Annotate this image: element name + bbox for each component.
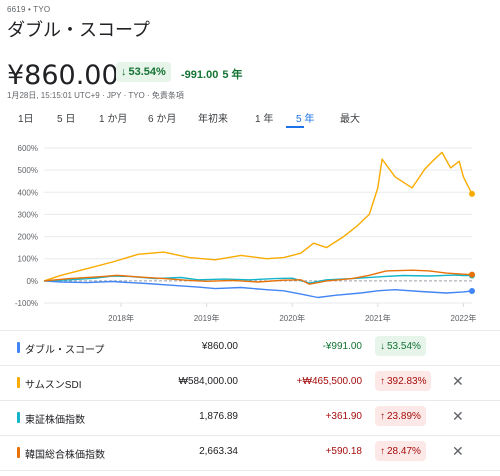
- change-absolute-value: -991.00: [181, 69, 219, 81]
- comparison-row[interactable]: 韓国総合株価指数 2,663.34 +590.18 ↑ 28.47% ✕: [0, 438, 500, 468]
- change-percent: 53.54%: [128, 66, 166, 78]
- row-divider: [0, 365, 500, 366]
- arrow-up-icon: ↑: [380, 375, 385, 387]
- change-percent-badge: ↓ 53.54%: [116, 62, 171, 82]
- y-tick-label: 300%: [18, 210, 38, 219]
- y-tick-label: 500%: [18, 166, 38, 175]
- comparison-change-abs: -¥991.00: [322, 341, 362, 352]
- series-end-point: [469, 190, 475, 197]
- comparison-change-pct-badge: ↑ 392.83%: [375, 371, 432, 391]
- row-divider: [0, 330, 500, 331]
- series-end-point: [469, 271, 475, 278]
- series-line: [43, 280, 473, 299]
- y-tick-label: -100%: [15, 299, 38, 308]
- y-tick-label: 600%: [18, 144, 38, 153]
- y-tick-label: 200%: [18, 233, 38, 242]
- comparison-row[interactable]: ダブル・スコープ ¥860.00 -¥991.00 ↓ 53.54%: [0, 333, 500, 363]
- range-tab[interactable]: 1 か月: [99, 114, 128, 125]
- y-tick-label: 0%: [26, 277, 38, 286]
- x-tick-label: 2022年: [451, 313, 477, 323]
- y-tick-label: 100%: [18, 255, 38, 264]
- comparison-row[interactable]: サムスンSDI ₩584,000.00 +₩465,500.00 ↑ 392.83% ✕: [0, 368, 500, 398]
- series-color-swatch: [17, 342, 20, 353]
- y-tick-label: 400%: [18, 188, 38, 197]
- comparison-change-pct: 53.54%: [387, 340, 421, 352]
- comparison-change-pct-badge: ↑ 23.89%: [375, 406, 426, 426]
- comparison-name: サムスンSDI: [25, 380, 82, 391]
- arrow-up-icon: ↑: [380, 410, 385, 422]
- x-tick-label: 2020年: [279, 313, 305, 323]
- range-tab[interactable]: 年初来: [198, 114, 228, 125]
- arrow-down-icon: ↓: [380, 340, 385, 352]
- change-absolute: -991.00 5 年: [181, 66, 243, 82]
- comparison-price: 1,876.89: [199, 411, 238, 422]
- comparison-change-pct-badge: ↓ 53.54%: [375, 336, 426, 356]
- x-tick-label: 2021年: [365, 313, 391, 323]
- comparison-change-abs: +361.90: [325, 411, 362, 422]
- series-line: [43, 151, 473, 282]
- range-tab[interactable]: 6 か月: [148, 114, 177, 125]
- comparison-change-pct-badge: ↑ 28.47%: [375, 441, 426, 461]
- comparison-name: 韓国総合株価指数: [25, 450, 105, 461]
- x-tick-label: 2018年: [108, 313, 134, 323]
- change-period: 5 年: [222, 69, 243, 81]
- series-color-swatch: [17, 412, 20, 423]
- comparison-change-pct: 392.83%: [387, 375, 427, 387]
- comparison-name: 東証株価指数: [25, 415, 85, 426]
- row-divider: [0, 400, 500, 401]
- company-name: ダブル・スコープ: [7, 20, 150, 41]
- comparison-chart[interactable]: 600% 500% 400% 300% 200% 100% 0% -100% 2018年 2019…: [0, 138, 500, 333]
- active-range-underline: [286, 126, 304, 128]
- comparison-change-pct: 28.47%: [387, 445, 421, 457]
- x-tick-label: 2019年: [194, 313, 220, 323]
- series-line: [43, 269, 473, 285]
- range-tab[interactable]: 5 日: [57, 114, 76, 125]
- range-tab[interactable]: 1 年: [255, 114, 274, 125]
- row-divider: [0, 470, 500, 471]
- series-color-swatch: [17, 447, 20, 458]
- current-price: ¥860.00: [7, 60, 119, 91]
- comparison-name: ダブル・スコープ: [25, 345, 105, 356]
- series-color-swatch: [17, 377, 20, 388]
- close-icon[interactable]: ✕: [452, 373, 464, 389]
- comparison-change-pct: 23.89%: [387, 410, 421, 422]
- quote-meta: 1月28日, 15:15:01 UTC+9 · JPY · TYO · 免責条項: [7, 91, 184, 100]
- arrow-up-icon: ↑: [380, 445, 385, 457]
- range-tab[interactable]: 1日: [18, 114, 34, 125]
- comparison-price: ₩584,000.00: [178, 376, 239, 387]
- arrow-down-icon: ↓: [121, 66, 127, 78]
- row-divider: [0, 435, 500, 436]
- close-icon[interactable]: ✕: [452, 443, 464, 459]
- close-icon[interactable]: ✕: [452, 408, 464, 424]
- series-line: [43, 274, 472, 284]
- comparison-row[interactable]: 東証株価指数 1,876.89 +361.90 ↑ 23.89% ✕: [0, 403, 500, 433]
- comparison-price: ¥860.00: [201, 341, 238, 352]
- comparison-change-abs: +₩465,500.00: [296, 376, 362, 387]
- comparison-price: 2,663.34: [199, 446, 238, 457]
- range-tab[interactable]: 5 年: [296, 114, 315, 125]
- range-tab[interactable]: 最大: [340, 114, 360, 125]
- series-end-point: [469, 288, 475, 295]
- ticker-label: 6619 • TYO: [7, 5, 51, 14]
- comparison-change-abs: +590.18: [325, 446, 362, 457]
